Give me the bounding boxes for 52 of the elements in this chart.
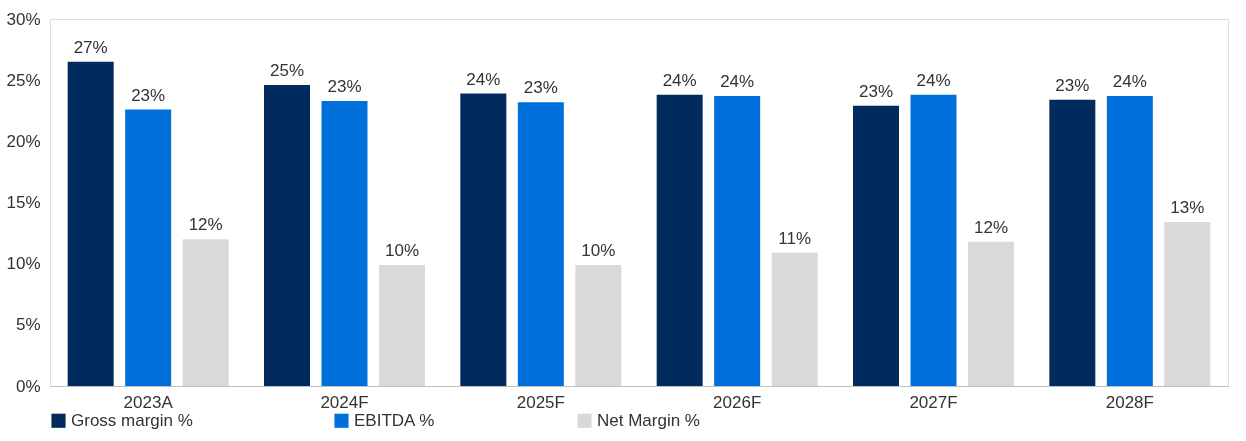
- bar: [968, 241, 1014, 386]
- data-label: 12%: [188, 215, 223, 235]
- bar: [1049, 99, 1096, 386]
- data-label: 11%: [778, 228, 812, 248]
- data-label: 24%: [916, 70, 951, 90]
- x-tick-label: 2028F: [1105, 392, 1154, 412]
- y-tick-label: 20%: [6, 131, 41, 151]
- bar: [1106, 96, 1153, 386]
- x-tick-label: 2027F: [909, 392, 958, 412]
- data-label: 23%: [858, 81, 894, 101]
- data-label: 24%: [720, 72, 755, 92]
- bar: [67, 61, 114, 386]
- bar: [575, 264, 622, 386]
- bar: [125, 109, 172, 386]
- data-label: 13%: [1170, 198, 1205, 218]
- bar: [517, 102, 564, 386]
- legend-label: Net Margin %: [597, 410, 700, 430]
- y-tick-label: 30%: [6, 9, 41, 29]
- y-tick-label: 10%: [6, 254, 41, 274]
- bar: [853, 105, 899, 386]
- bar: [771, 252, 818, 386]
- bar: [321, 100, 368, 386]
- bar: [460, 93, 507, 386]
- legend-label: Gross margin %: [71, 410, 193, 430]
- bar: [379, 264, 425, 386]
- data-label: 10%: [384, 240, 420, 260]
- bar: [910, 94, 957, 386]
- y-tick-label: 0%: [15, 376, 41, 396]
- bar: [714, 96, 761, 386]
- data-label: 10%: [581, 240, 616, 260]
- bar: [264, 85, 310, 386]
- data-label: 23%: [523, 78, 558, 98]
- x-tick-label: 2026F: [713, 392, 762, 412]
- data-label: 24%: [662, 70, 697, 90]
- data-label: 24%: [1112, 72, 1147, 92]
- data-label: 25%: [269, 61, 305, 81]
- data-label: 27%: [73, 37, 108, 57]
- bar: [1164, 222, 1211, 386]
- y-tick-label: 15%: [6, 193, 41, 212]
- bar: [656, 94, 703, 386]
- data-label: 23%: [327, 76, 362, 96]
- x-tick-label: 2025F: [516, 392, 565, 412]
- x-tick-label: 2024F: [320, 392, 369, 412]
- legend-label: EBITDA %: [354, 410, 435, 430]
- y-tick-label: 25%: [6, 70, 41, 90]
- bar: [182, 239, 229, 386]
- y-tick-label: 5%: [15, 315, 41, 335]
- x-tick-label: 2023A: [123, 392, 174, 412]
- data-label: 23%: [1055, 75, 1090, 95]
- data-label: 24%: [466, 69, 501, 89]
- data-label: 12%: [973, 217, 1009, 237]
- data-label: 23%: [131, 85, 166, 105]
